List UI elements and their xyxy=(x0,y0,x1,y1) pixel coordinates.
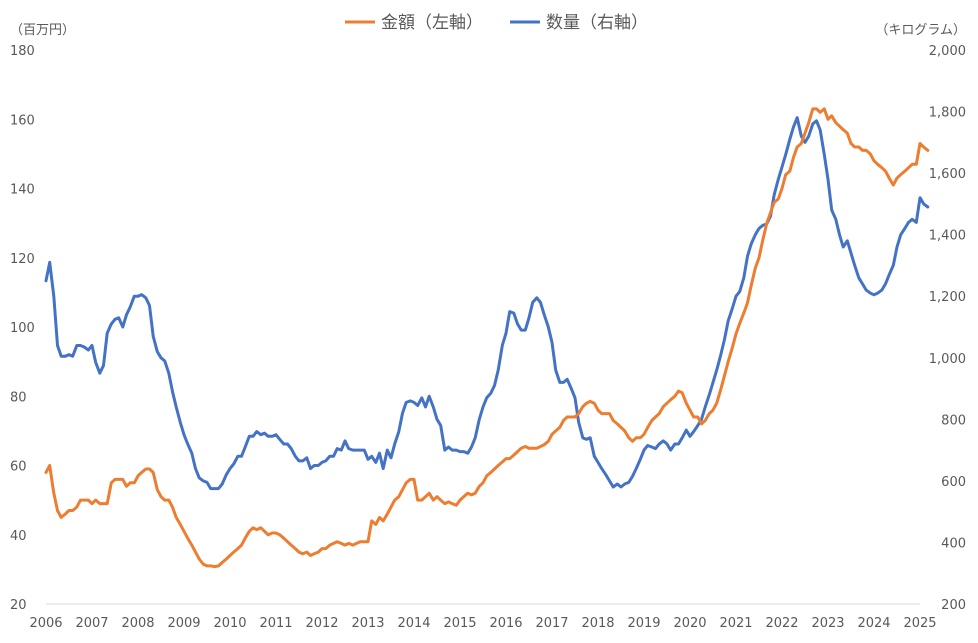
left-tick-label: 180 xyxy=(10,44,35,59)
series-lines xyxy=(44,107,930,569)
right-tick-label: 200 xyxy=(941,598,966,613)
x-tick-label: 2006 xyxy=(29,616,62,631)
x-tick-label: 2021 xyxy=(719,616,752,631)
right-tick-label: 600 xyxy=(941,475,966,490)
x-tick-label: 2011 xyxy=(259,616,292,631)
right-tick-label: 1,200 xyxy=(929,290,966,305)
x-tick-label: 2023 xyxy=(811,616,844,631)
x-tick-label: 2020 xyxy=(673,616,706,631)
x-tick-label: 2010 xyxy=(213,616,246,631)
right-axis-unit: （キログラム） xyxy=(875,23,966,38)
left-tick-label: 20 xyxy=(10,598,27,613)
x-tick-label: 2012 xyxy=(305,616,338,631)
legend: 金額（左軸） 数量（右軸） xyxy=(345,13,648,33)
left-tick-label: 80 xyxy=(10,390,27,405)
x-tick-label: 2008 xyxy=(121,616,154,631)
left-tick-label: 40 xyxy=(10,529,27,544)
left-tick-label: 60 xyxy=(10,460,27,475)
legend-label-2: 数量（右軸） xyxy=(546,13,648,33)
x-tick-label: 2022 xyxy=(765,616,798,631)
left-tick-label: 120 xyxy=(10,252,35,267)
left-axis-unit: （百万円） xyxy=(10,23,75,38)
legend-label-1: 金額（左軸） xyxy=(381,13,483,33)
x-tick-label: 2007 xyxy=(75,616,108,631)
x-tick-label: 2015 xyxy=(443,616,476,631)
right-tick-label: 1,600 xyxy=(929,167,966,182)
series-line-1 xyxy=(44,107,930,569)
x-tick-label: 2009 xyxy=(167,616,200,631)
x-tick-label: 2018 xyxy=(581,616,614,631)
x-tick-label: 2024 xyxy=(857,616,890,631)
left-tick-label: 100 xyxy=(10,321,35,336)
x-tick-label: 2025 xyxy=(903,616,936,631)
left-tick-label: 160 xyxy=(10,113,35,128)
right-tick-label: 1,000 xyxy=(929,352,966,367)
axes: （百万円） （キログラム） 20 40 60 80 100 120 140 160 180 200 40… xyxy=(10,23,966,631)
right-tick-label: 800 xyxy=(941,413,966,428)
right-tick-label: 1,400 xyxy=(929,229,966,244)
left-tick-label: 140 xyxy=(10,183,35,198)
x-tick-label: 2017 xyxy=(535,616,568,631)
x-tick-label: 2016 xyxy=(489,616,522,631)
x-tick-label: 2014 xyxy=(397,616,430,631)
right-tick-label: 1,800 xyxy=(929,106,966,121)
right-tick-label: 2,000 xyxy=(929,44,966,59)
series-line-2 xyxy=(44,116,930,491)
x-tick-label: 2019 xyxy=(627,616,660,631)
right-tick-label: 400 xyxy=(941,536,966,551)
x-tick-label: 2013 xyxy=(351,616,384,631)
